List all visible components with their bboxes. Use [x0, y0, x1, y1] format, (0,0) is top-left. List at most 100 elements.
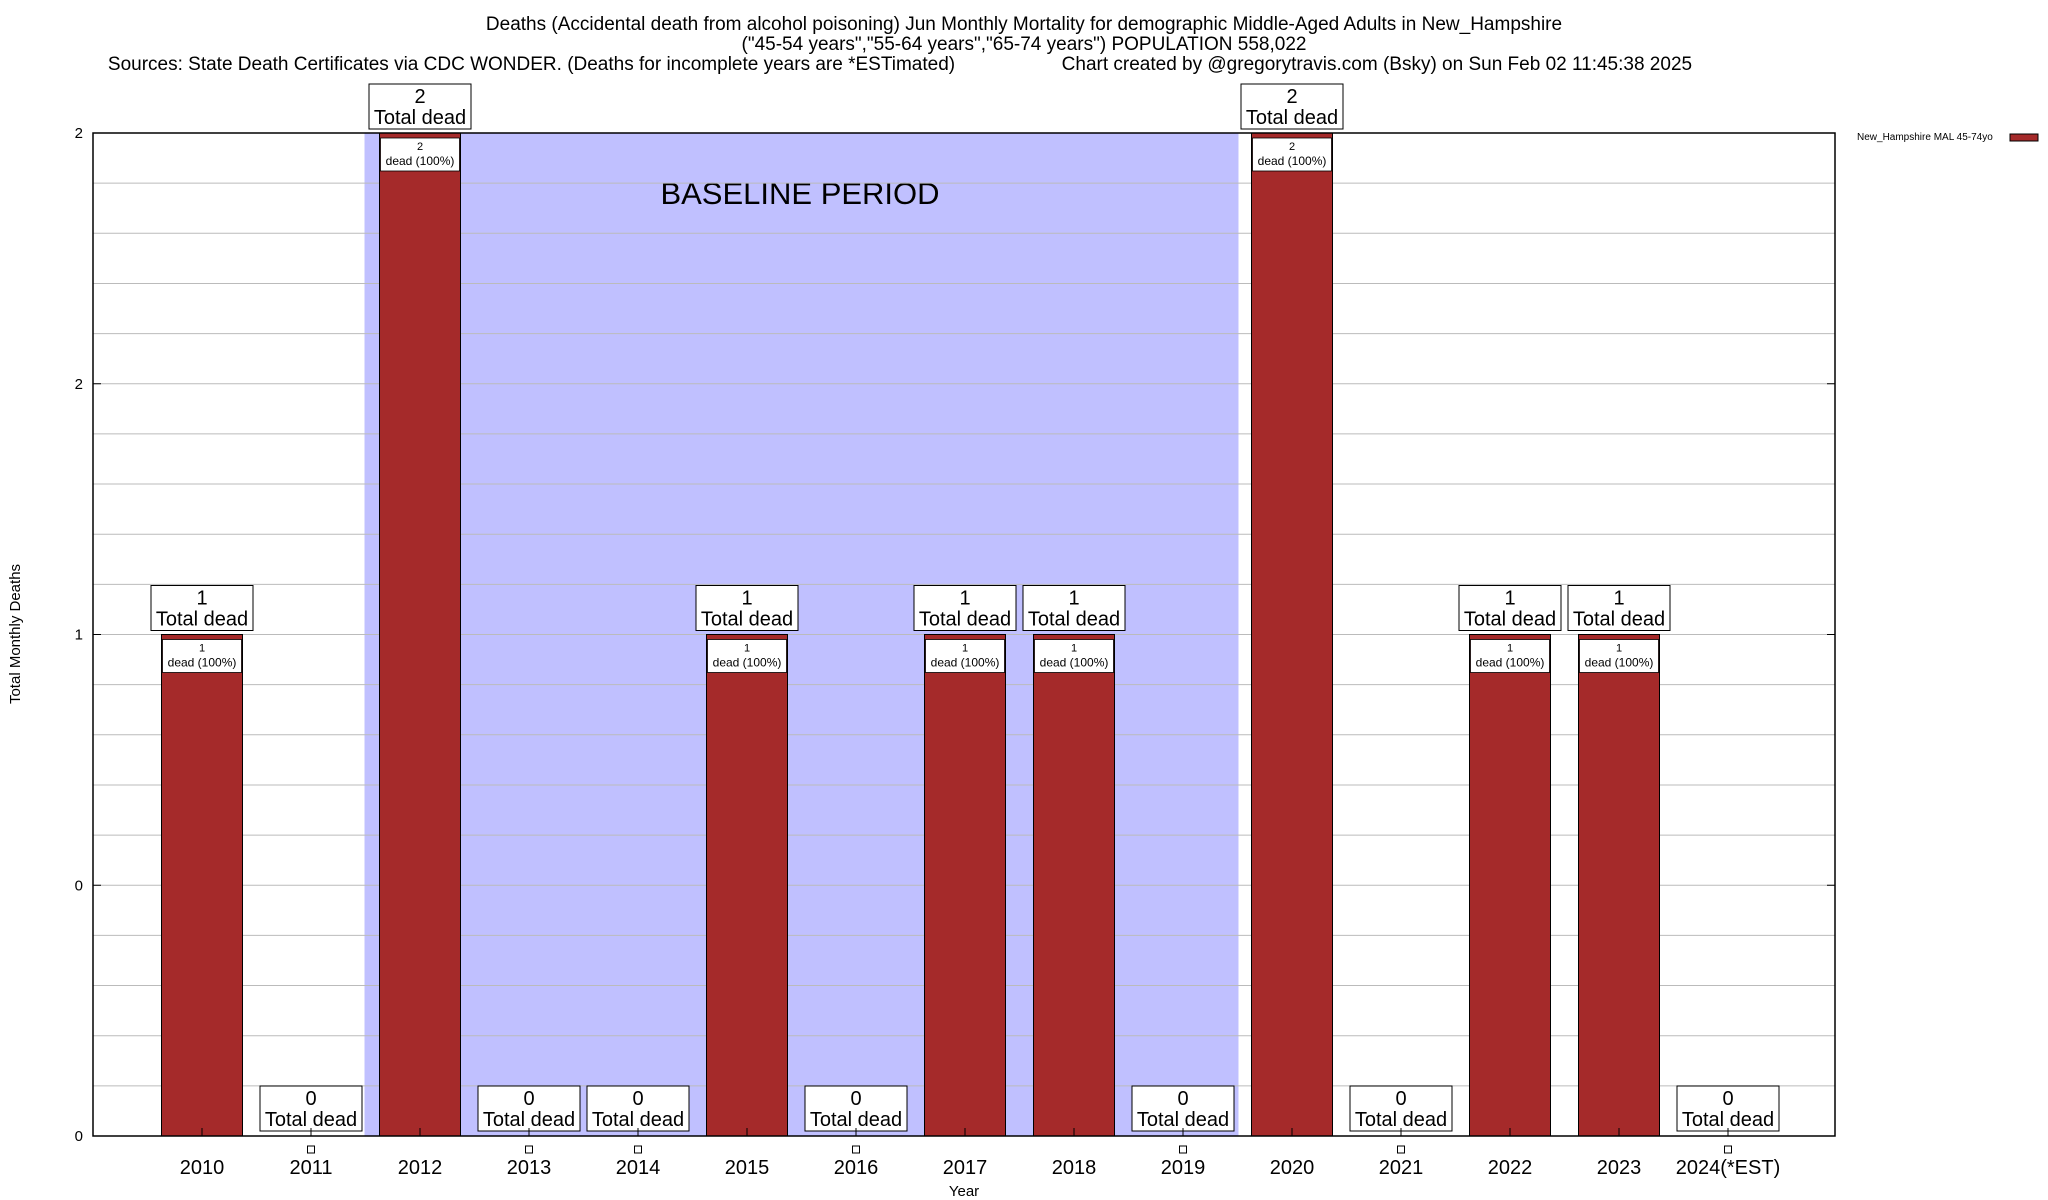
x-tick-label: 2019	[1161, 1157, 1206, 1179]
legend-swatch	[2009, 133, 2039, 142]
y-tick-label: 0	[75, 1128, 83, 1145]
total-label-box	[695, 585, 799, 631]
total-label-text: Total dead	[374, 107, 466, 129]
total-label-box	[368, 83, 472, 130]
y-tick-label: 2	[75, 376, 83, 393]
inner-label-box	[1034, 639, 1114, 673]
inner-label-count: 1	[1507, 643, 1513, 655]
x-tick-label: 2013	[507, 1157, 552, 1179]
total-label-box	[1458, 585, 1562, 631]
total-label-text: Total dead	[1246, 107, 1338, 129]
total-label-box	[1131, 1085, 1235, 1132]
total-label-text: Total dead	[810, 1109, 902, 1131]
inner-label-pct: dead (100%)	[1476, 656, 1545, 670]
x-tick-label: 2017	[943, 1157, 988, 1179]
inner-label-pct: dead (100%)	[931, 656, 1000, 670]
inner-label-count: 1	[199, 643, 205, 655]
total-label-box	[259, 1085, 363, 1132]
x-tick-label: 2010	[180, 1157, 225, 1179]
baseline-label: BASELINE PERIOD	[660, 176, 939, 211]
total-label-count: 1	[1504, 588, 1515, 610]
total-label-count: 0	[850, 1088, 861, 1110]
bar	[379, 132, 461, 1137]
bar	[1251, 132, 1333, 1137]
total-label-text: Total dead	[265, 1109, 357, 1131]
total-label-text: Total dead	[919, 609, 1011, 631]
total-label-box	[150, 585, 254, 631]
x-tick-label: 2015	[725, 1157, 770, 1179]
inner-label-count: 1	[962, 643, 968, 655]
x-tick-label: 2021	[1379, 1157, 1424, 1179]
x-tick-label: 2023	[1597, 1157, 1642, 1179]
inner-label-box	[1579, 639, 1659, 673]
bar	[924, 634, 1006, 1137]
bar	[1033, 634, 1115, 1137]
inner-label-count: 2	[417, 141, 423, 153]
total-label-text: Total dead	[592, 1109, 684, 1131]
x-tick-label: 2011	[289, 1157, 332, 1179]
x-tick-label: 2024(*EST)	[1676, 1157, 1781, 1179]
total-label-text: Total dead	[1028, 609, 1120, 631]
total-label-text: Total dead	[1355, 1109, 1447, 1131]
total-label-box	[913, 585, 1017, 631]
zero-marker	[852, 1145, 860, 1154]
total-label-box	[1240, 83, 1344, 130]
total-label-count: 1	[1068, 588, 1079, 610]
inner-label-count: 1	[1071, 643, 1077, 655]
y-tick-label: 1	[75, 627, 83, 644]
zero-marker	[307, 1145, 315, 1154]
total-label-box	[1349, 1085, 1453, 1132]
total-label-count: 1	[196, 588, 207, 610]
bar	[1469, 634, 1551, 1137]
inner-label-count: 1	[1616, 643, 1622, 655]
total-label-count: 0	[632, 1088, 643, 1110]
total-label-box	[477, 1085, 581, 1132]
total-label-count: 1	[741, 588, 752, 610]
inner-label-box	[1470, 639, 1550, 673]
x-tick-label: 2022	[1488, 1157, 1533, 1179]
total-label-text: Total dead	[1682, 1109, 1774, 1131]
x-tick-label: 2012	[398, 1157, 443, 1179]
x-tick-label: 2016	[834, 1157, 879, 1179]
total-label-box	[1022, 585, 1126, 631]
total-label-count: 0	[1395, 1088, 1406, 1110]
y-axis-label: Total Monthly Deaths	[7, 564, 24, 704]
x-axis-label: Year	[949, 1183, 979, 1200]
total-label-box	[1676, 1085, 1780, 1132]
total-label-text: Total dead	[1137, 1109, 1229, 1131]
total-label-count: 0	[1722, 1088, 1733, 1110]
total-label-text: Total dead	[1464, 609, 1556, 631]
legend-label: New_Hampshire MAL 45-74yo	[1857, 132, 1993, 143]
y-tick-label: 2	[75, 125, 83, 142]
x-tick-label: 2014	[616, 1157, 661, 1179]
x-tick-label: 2018	[1052, 1157, 1097, 1179]
zero-marker	[634, 1145, 642, 1154]
total-label-box	[1567, 585, 1671, 631]
x-tick-label: 2020	[1270, 1157, 1315, 1179]
inner-label-pct: dead (100%)	[1258, 154, 1327, 168]
total-label-count: 0	[1177, 1088, 1188, 1110]
chart-title-line2: ("45-54 years","55-64 years","65-74 year…	[741, 34, 1307, 55]
inner-label-pct: dead (100%)	[168, 656, 237, 670]
zero-marker	[525, 1145, 533, 1154]
legend: New_Hampshire MAL 45-74yo	[1857, 132, 2039, 143]
total-label-text: Total dead	[701, 609, 793, 631]
chart-title-line1: Deaths (Accidental death from alcohol po…	[485, 14, 1563, 35]
inner-label-count: 2	[1289, 141, 1295, 153]
total-label-count: 2	[1286, 86, 1297, 108]
total-label-text: Total dead	[156, 609, 248, 631]
inner-label-box	[162, 639, 242, 673]
inner-label-box	[707, 639, 787, 673]
zero-marker	[1179, 1145, 1187, 1154]
inner-label-pct: dead (100%)	[713, 656, 782, 670]
total-label-count: 0	[305, 1088, 316, 1110]
inner-label-box	[380, 137, 460, 172]
total-label-text: Total dead	[483, 1109, 575, 1131]
total-label-count: 1	[1613, 588, 1624, 610]
zero-marker	[1724, 1145, 1732, 1154]
chart-subtitle: Sources: State Death Certificates via CD…	[0, 54, 1800, 76]
inner-label-pct: dead (100%)	[386, 154, 455, 168]
inner-label-box	[925, 639, 1005, 673]
chart-credit: Chart created by @gregorytravis.com (Bsk…	[1061, 54, 1693, 75]
